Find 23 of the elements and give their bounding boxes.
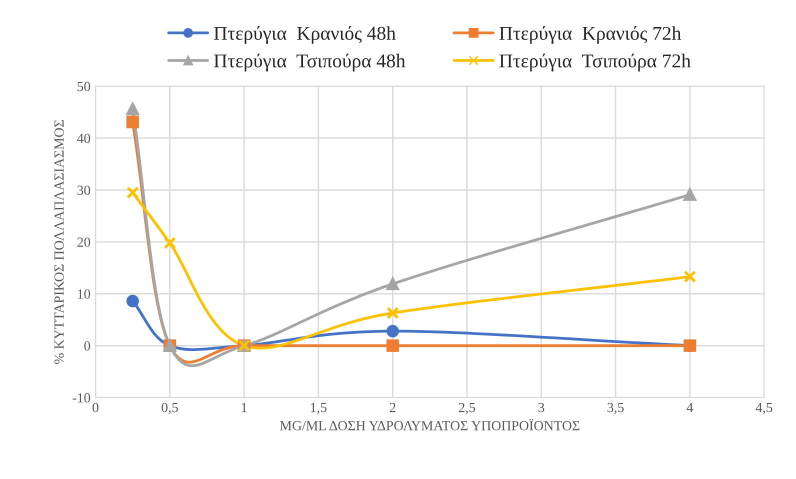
- x-tick-label: 1,5: [310, 402, 327, 414]
- x-tick-label: 1: [242, 402, 247, 412]
- y-tick-label: 30: [77, 186, 90, 195]
- x-tick-label: 2: [390, 402, 396, 412]
- x-tick-label: 4: [686, 402, 694, 412]
- legend-label: Πτερύγια Τσιπούρα 72h: [499, 54, 691, 72]
- x-tick-label: 2,5: [458, 402, 476, 414]
- x-tick-label: 4,5: [756, 402, 772, 414]
- legend-label: Πτερύγια Τσιπούρα 48h: [214, 54, 406, 72]
- y-tick-label: 50: [78, 82, 90, 92]
- y-tick-label: 20: [77, 237, 90, 247]
- x-tick-label: 0,5: [162, 402, 178, 414]
- x-tick-label: 3,5: [608, 402, 624, 414]
- x-tick-label: 3: [538, 402, 544, 412]
- legend-label: Πτερύγια Κρανιός 72h: [499, 26, 682, 44]
- y-tick-label: 0: [84, 341, 90, 351]
- y-tick-label: 40: [77, 134, 90, 144]
- y-axis-title: % ΚΥΤΤΑΡΙΚΟΣ ΠΟΛΛΑΠΛΑΣΙΑΣΜΟΣ: [54, 120, 64, 364]
- legend-label: Πτερύγια Κρανιός 48h: [214, 26, 396, 44]
- x-axis-title: MG/ML ΔΟΣΗ ΥΔΡΟΛΥΜΑΤΟΣ ΥΠΟΠΡΟΪΟΝΤΟΣ: [280, 418, 580, 430]
- y-tick-label: -10: [72, 393, 90, 403]
- x-tick-label: 0: [92, 402, 98, 412]
- y-tick-label: 10: [78, 289, 90, 299]
